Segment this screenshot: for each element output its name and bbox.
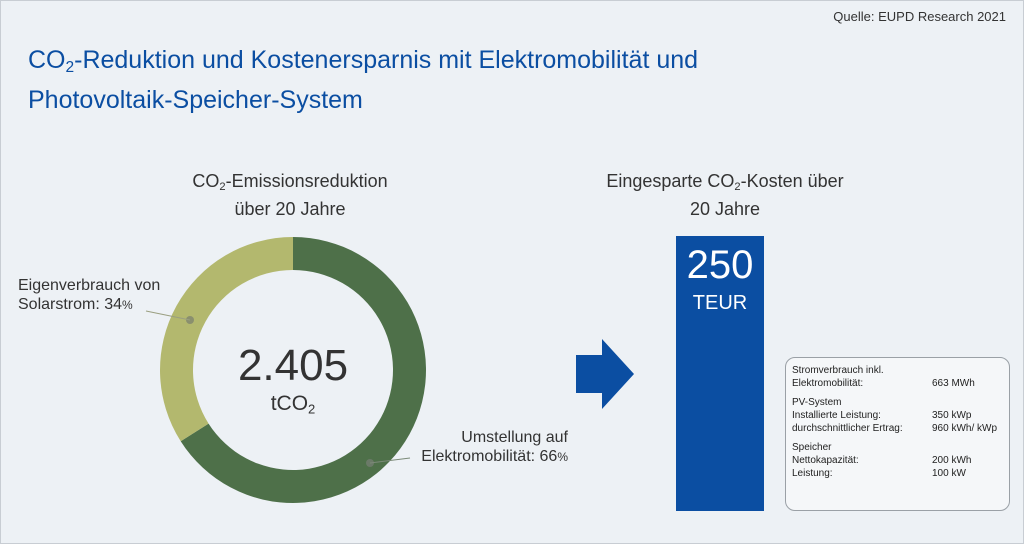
info-key: Leistung: <box>792 468 833 479</box>
info-group: Stromverbrauch inkl. Elektromobilität: 663… <box>792 364 1003 390</box>
info-row: Nettokapazität: 200 kWh <box>792 454 1003 467</box>
info-key: Elektromobilität: <box>792 378 864 389</box>
savings-heading: Eingesparte CO2-Kosten über 20 Jahre <box>580 170 870 220</box>
info-group-title: Stromverbrauch inkl. <box>792 365 884 376</box>
info-group: Speicher Nettokapazität: 200 kWh Leistung: 1… <box>792 441 1003 480</box>
unit-tco: tCO <box>270 392 309 415</box>
savings-bar <box>676 236 764 511</box>
info-value: 100 kW <box>932 468 966 479</box>
leader-line-right <box>369 457 411 464</box>
info-row: Installierte Leistung: 350 kWp <box>792 409 1003 422</box>
donut-center-value: 2.405 <box>237 341 349 390</box>
page-title: CO2-Reduktion und Kostenersparnis mit El… <box>28 44 698 116</box>
savings-heading-subscript: 2 <box>734 180 741 193</box>
source-label: Quelle: EUPD Research 2021 <box>833 9 1006 24</box>
slice-label-solarstrom-line-2: Solarstrom: 34% <box>18 295 160 315</box>
info-key: Installierte Leistung: <box>792 410 881 421</box>
info-key: Nettokapazität: <box>792 455 859 466</box>
percent-sign: % <box>557 450 568 464</box>
savings-bar-unit: TEUR <box>692 292 748 314</box>
info-group-title: PV-System <box>792 397 842 408</box>
slice-label-elektromobilitaet-line-2: Elektromobilität: 66% <box>396 447 568 467</box>
slice-label-elektromobilitaet-text: Elektromobilität: 66 <box>421 448 558 465</box>
info-group: PV-System Installierte Leistung: 350 kWp du… <box>792 396 1003 435</box>
info-value: 200 kWh <box>932 455 972 466</box>
donut-slice-solarstrom <box>160 237 293 442</box>
info-row: Elektromobilität: 663 MWh <box>792 377 1003 390</box>
donut-heading-co: CO <box>192 171 220 191</box>
info-row: Leistung: 100 kW <box>792 467 1003 480</box>
unit-subscript: 2 <box>308 401 316 417</box>
donut-center-unit: tCO2 <box>193 392 393 416</box>
donut-heading-line-1: CO2-Emissionsreduktion <box>150 170 430 198</box>
system-info-box: Stromverbrauch inkl. Elektromobilität: 663… <box>785 357 1010 511</box>
savings-heading-pre: Eingesparte CO <box>606 171 735 191</box>
savings-heading-line-2: 20 Jahre <box>689 198 761 219</box>
title-co: CO <box>28 46 66 74</box>
info-group-title: Speicher <box>792 442 832 453</box>
title-rest: -Reduktion und Kostenersparnis mit Elekt… <box>74 46 699 74</box>
donut-heading-line-2: über 20 Jahre <box>234 198 346 219</box>
info-value: 960 kWh/ kWp <box>932 423 998 434</box>
savings-heading-line-1: Eingesparte CO2-Kosten über <box>580 170 870 198</box>
right-arrow-icon <box>576 339 634 409</box>
savings-bar-value: 250 <box>686 243 754 287</box>
leader-line-left <box>145 310 191 321</box>
title-line-1: CO2-Reduktion und Kostenersparnis mit El… <box>28 44 698 84</box>
info-value: 350 kWp <box>932 410 972 421</box>
slice-label-solarstrom-text: Solarstrom: 34 <box>18 296 123 313</box>
slice-label-solarstrom: Eigenverbrauch von Solarstrom: 34% <box>18 276 160 315</box>
info-key: durchschnittlicher Ertrag: <box>792 423 903 434</box>
title-subscript: 2 <box>65 58 75 76</box>
slice-label-elektromobilitaet: Umstellung auf Elektromobilität: 66% <box>396 428 568 467</box>
slice-label-elektromobilitaet-line-1: Umstellung auf <box>461 429 568 446</box>
donut-heading: CO2-Emissionsreduktion über 20 Jahre <box>150 170 430 220</box>
title-line-2: Photovoltaik-Speicher-System <box>28 85 363 114</box>
info-value: 663 MWh <box>932 378 975 389</box>
info-row: durchschnittlicher Ertrag: 960 kWh/ kWp <box>792 422 1003 435</box>
donut-heading-rest: -Emissionsreduktion <box>225 171 388 191</box>
savings-heading-post: -Kosten über <box>740 171 844 191</box>
donut-heading-subscript: 2 <box>219 180 226 193</box>
percent-sign: % <box>122 298 133 312</box>
slice-label-solarstrom-line-1: Eigenverbrauch von <box>18 277 161 294</box>
